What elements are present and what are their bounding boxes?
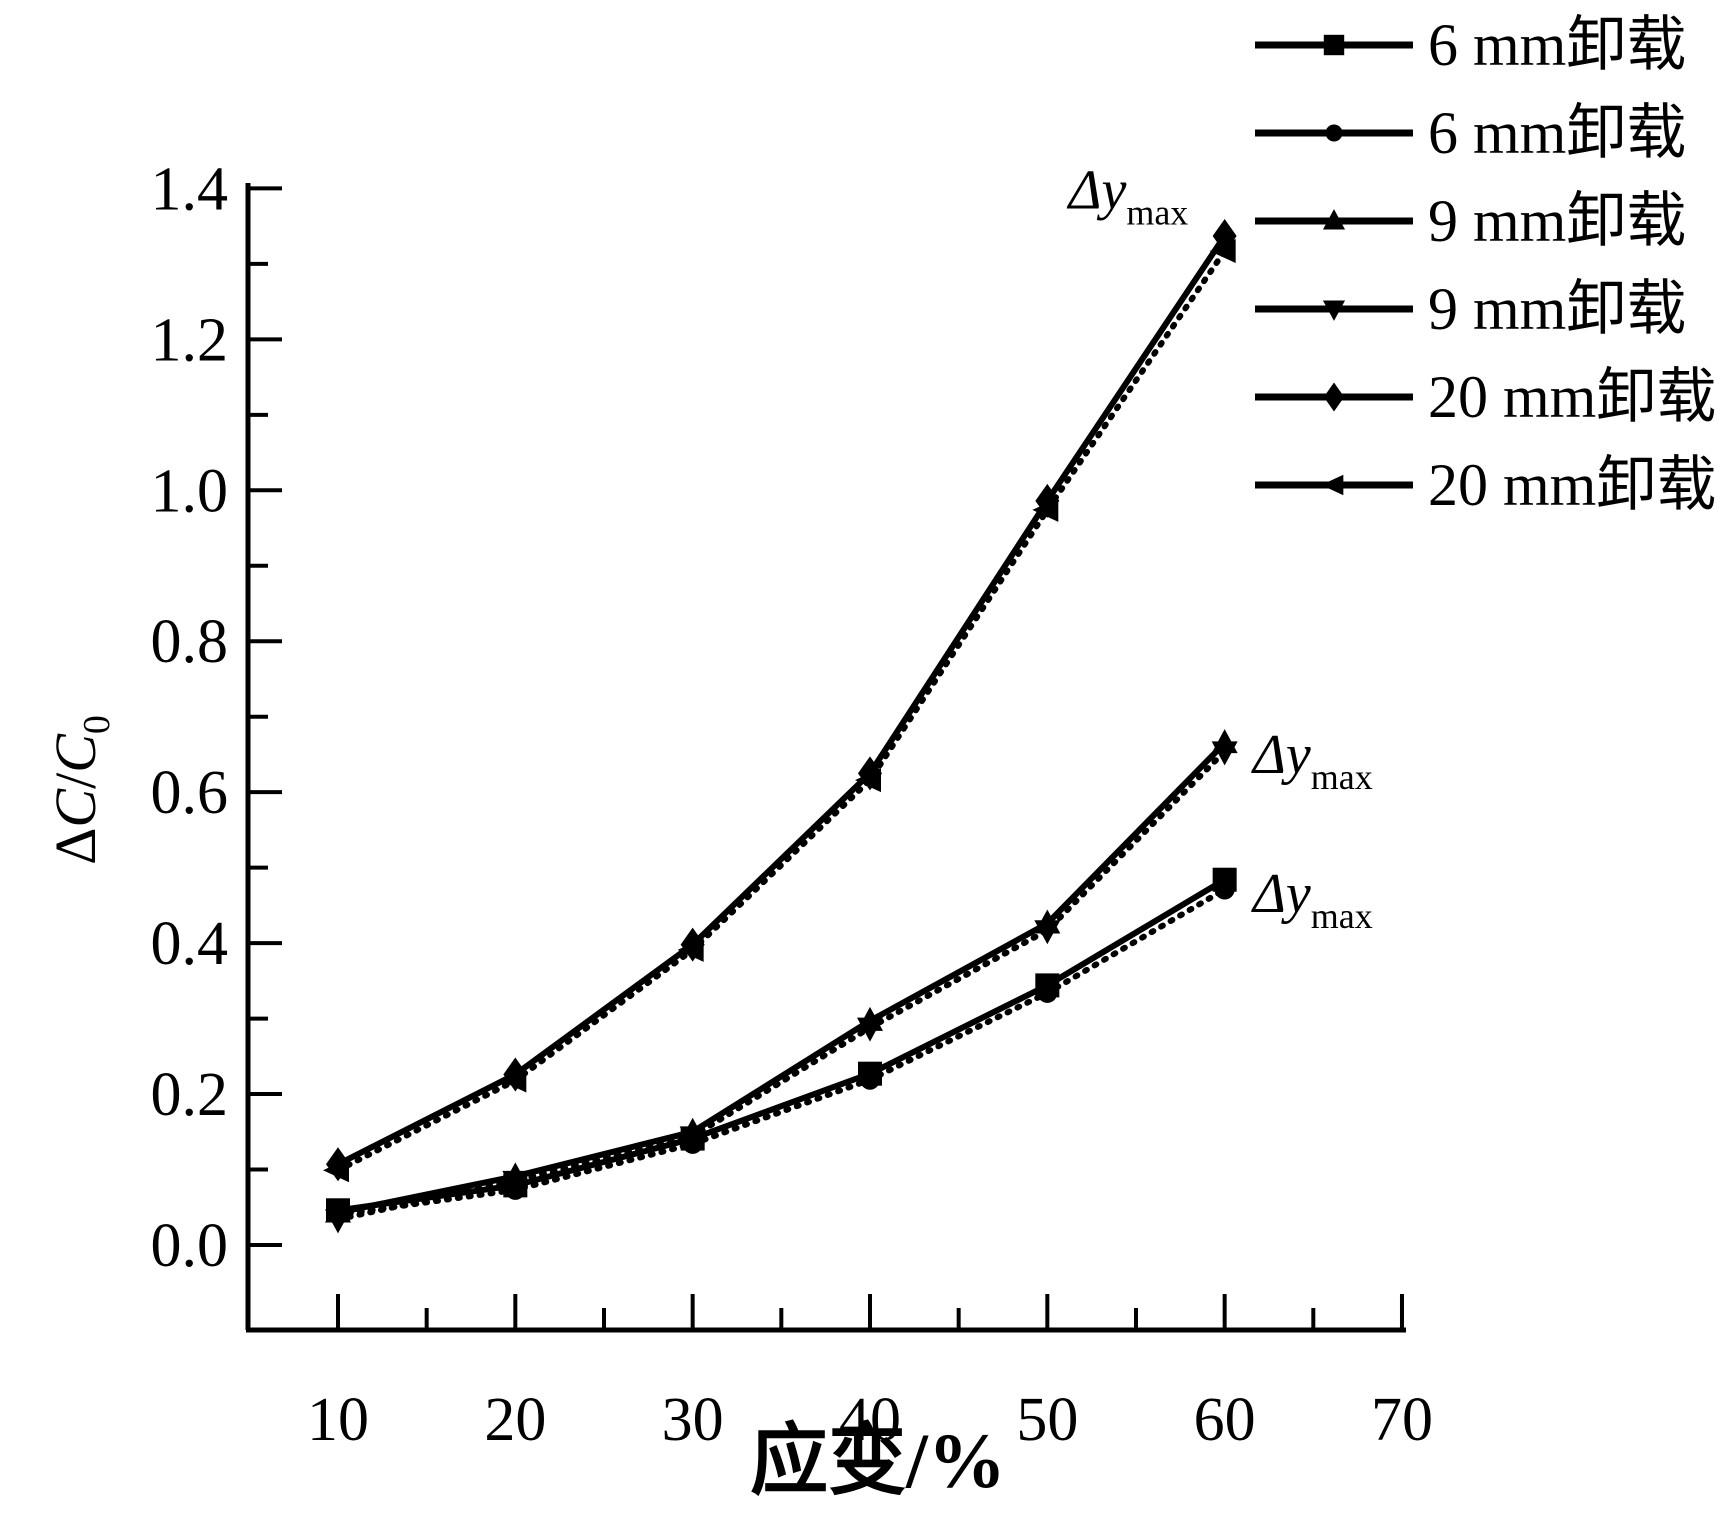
series-2-line	[337, 741, 1227, 1216]
annotation-subscript: max	[1311, 757, 1373, 797]
y-axis-title-part: /	[43, 772, 108, 789]
x-tick-label: 10	[307, 1386, 369, 1454]
y-tick-label: 0.4	[151, 910, 229, 978]
triangle-up-icon	[1322, 209, 1346, 230]
square-icon	[1323, 34, 1345, 56]
legend-item: 9 mm卸载	[1255, 188, 1686, 254]
series-5-point-triangle-left-icon	[323, 1158, 349, 1183]
legend: 6 mm卸载 6 mm卸载 9 mm卸载 9 mm卸载 20 mm卸载 20 mm卸载	[1255, 12, 1716, 518]
series-0-line	[337, 877, 1227, 1214]
x-tick-label: 20	[484, 1386, 546, 1454]
y-tick-label: 1.0	[151, 457, 229, 525]
annotation-text: Δy	[1067, 159, 1127, 221]
diamond-icon	[1323, 382, 1345, 412]
series-5-point-triangle-left-icon	[854, 768, 881, 793]
annotation-dy-max: Δymax	[1251, 863, 1373, 936]
legend-item: 6 mm卸载	[1255, 12, 1686, 78]
legend-item-label: 9 mm卸载	[1428, 188, 1686, 254]
y-tick-label: 1.4	[151, 155, 229, 223]
y-axis-title-part: 0	[76, 715, 118, 734]
annotation-dy-max: Δymax	[1067, 159, 1189, 232]
x-tick-label: 70	[1371, 1386, 1433, 1454]
legend-item-label: 20 mm卸载	[1428, 452, 1716, 518]
y-tick-label: 0.2	[151, 1061, 229, 1129]
y-tick-label: 0.0	[151, 1212, 229, 1280]
series-3-line	[335, 748, 1228, 1223]
series-1-line	[335, 886, 1228, 1218]
x-tick-label: 50	[1016, 1386, 1078, 1454]
series-3-point-triangle-down-icon	[856, 1017, 883, 1042]
y-axis-title-part: C	[43, 733, 108, 773]
y-tick-label: 1.2	[151, 306, 229, 374]
legend-item-label: 6 mm卸载	[1428, 12, 1686, 78]
axes-layer: 10 20 30 40 50 60 70 0.0 0.2 0.4 0.6 0.8 1.0 1.2 1.4	[151, 155, 1433, 1454]
series-5-line	[335, 248, 1228, 1174]
series-3-point-triangle-down-icon	[1034, 920, 1061, 945]
series-4-line	[336, 234, 1228, 1167]
y-axis-title: ΔC/C0	[43, 715, 118, 865]
series-1-point-circle-icon	[859, 1069, 880, 1090]
circle-icon	[1325, 124, 1343, 142]
series-5-point-triangle-left-icon	[677, 937, 704, 962]
triangle-left-icon	[1321, 474, 1344, 496]
legend-item-label: 9 mm卸载	[1428, 276, 1686, 342]
legend-item: 20 mm卸载	[1255, 364, 1716, 430]
annotation-subscript: max	[1311, 896, 1373, 936]
legend-item: 6 mm卸载	[1255, 100, 1686, 166]
series-5-point-triangle-left-icon	[1209, 239, 1236, 264]
legend-item-label: 6 mm卸载	[1428, 100, 1686, 166]
legend-item-label: 20 mm卸载	[1428, 364, 1716, 430]
y-axis-title-part: Δ	[43, 828, 108, 865]
series-3-point-triangle-down-icon	[325, 1209, 351, 1234]
series-5-point-triangle-left-icon	[1032, 497, 1059, 522]
series-layer	[323, 218, 1238, 1234]
series-1-point-circle-icon	[1037, 982, 1058, 1003]
x-axis-title: 应变/%	[750, 1417, 1006, 1504]
series-5-point-triangle-left-icon	[500, 1068, 527, 1093]
y-tick-label: 0.8	[151, 608, 229, 676]
series-3-point-triangle-down-icon	[502, 1170, 529, 1195]
triangle-down-icon	[1322, 300, 1346, 321]
series-1-point-circle-icon	[1214, 879, 1235, 900]
x-tick-label: 60	[1194, 1386, 1256, 1454]
legend-item: 9 mm卸载	[1255, 276, 1686, 342]
annotation-text: Δy	[1251, 863, 1311, 925]
series-3-point-triangle-down-icon	[679, 1126, 706, 1151]
annotation-dy-max: Δymax	[1251, 724, 1373, 797]
annotation-text: Δy	[1251, 724, 1311, 786]
y-axis-title-part: C	[43, 788, 108, 828]
x-tick-label: 30	[662, 1386, 724, 1454]
x-tick-label: 40	[839, 1386, 901, 1454]
annotation-subscript: max	[1126, 192, 1188, 232]
legend-item: 20 mm卸载	[1255, 452, 1716, 518]
series-3-point-triangle-down-icon	[1211, 741, 1238, 766]
y-tick-label: 0.6	[151, 759, 229, 827]
